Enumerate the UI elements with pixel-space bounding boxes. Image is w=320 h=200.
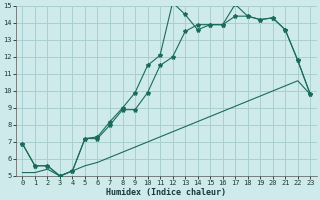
- X-axis label: Humidex (Indice chaleur): Humidex (Indice chaleur): [106, 188, 226, 197]
